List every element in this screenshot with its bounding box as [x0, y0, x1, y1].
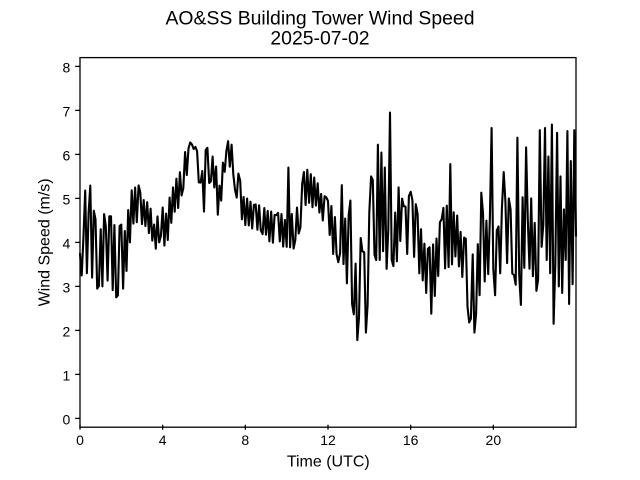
svg-text:2: 2: [63, 323, 71, 339]
svg-text:AO&SS Building Tower Wind Spee: AO&SS Building Tower Wind Speed: [166, 8, 475, 30]
svg-text:Time (UTC): Time (UTC): [287, 454, 370, 471]
svg-text:0: 0: [76, 432, 84, 448]
svg-text:Wind Speed (m/s): Wind Speed (m/s): [37, 178, 54, 306]
svg-text:8: 8: [63, 59, 71, 75]
svg-text:4: 4: [159, 432, 167, 448]
svg-text:8: 8: [241, 432, 249, 448]
svg-text:1: 1: [63, 367, 71, 383]
svg-text:20: 20: [486, 432, 502, 448]
svg-text:5: 5: [63, 191, 71, 207]
svg-text:0: 0: [63, 411, 71, 427]
svg-text:4: 4: [63, 235, 71, 251]
svg-text:3: 3: [63, 279, 71, 295]
svg-text:7: 7: [63, 103, 71, 119]
svg-text:2025-07-02: 2025-07-02: [270, 28, 369, 50]
svg-text:12: 12: [320, 432, 336, 448]
svg-text:16: 16: [403, 432, 419, 448]
svg-text:6: 6: [63, 147, 71, 163]
